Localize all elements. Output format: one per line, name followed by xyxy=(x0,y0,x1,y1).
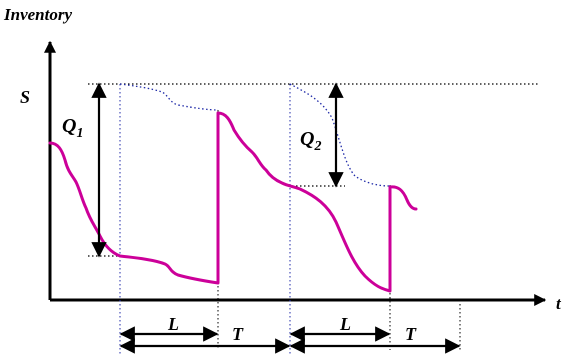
review-period-2-label: T xyxy=(405,324,417,344)
review-period-1-label: T xyxy=(232,324,244,344)
inventory-level-curve xyxy=(48,111,418,293)
x-axis-label: t xyxy=(556,294,562,313)
projected-position-1 xyxy=(119,83,219,111)
order-up-to-level-label: S xyxy=(20,87,30,107)
lead-time-1-label: L xyxy=(167,314,179,334)
order-quantity-2-label: Q2 xyxy=(300,128,321,154)
order-quantity-1-label: Q1 xyxy=(62,115,83,141)
lead-time-2-label: L xyxy=(339,314,351,334)
y-axis-label: Inventory xyxy=(3,5,72,24)
projected-position-2 xyxy=(289,83,391,187)
